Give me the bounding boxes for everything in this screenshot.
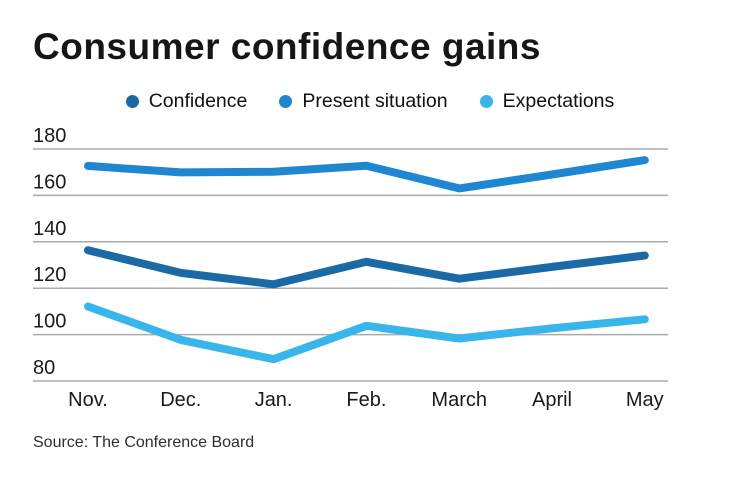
x-tick-label-feb: Feb. bbox=[346, 389, 386, 411]
legend-item-expectations: Expectations bbox=[479, 90, 615, 113]
legend-label-confidence: Confidence bbox=[148, 90, 248, 112]
chart-legend: Confidence Present situation Expectation… bbox=[0, 90, 740, 113]
page-title: Consumer confidence gains bbox=[33, 26, 541, 67]
series-line-expectations bbox=[84, 302, 649, 364]
legend-item-present-situation: Present situation bbox=[279, 90, 448, 113]
x-tick-label-may: May bbox=[626, 389, 664, 411]
expectations-dot-icon bbox=[479, 95, 493, 108]
legend-label-present-situation: Present situation bbox=[302, 90, 448, 112]
source-note: Source: The Conference Board bbox=[33, 434, 255, 451]
x-tick-label-march: March bbox=[431, 389, 487, 411]
x-tick-label-dec: Dec. bbox=[160, 389, 201, 411]
present-situation-dot-icon bbox=[279, 95, 293, 108]
x-tick-label-jan: Jan. bbox=[255, 389, 293, 411]
y-tick-label-140: 140 bbox=[33, 218, 66, 240]
legend-label-expectations: Expectations bbox=[502, 90, 615, 112]
legend-item-confidence: Confidence bbox=[125, 90, 248, 113]
series-line-confidence bbox=[84, 246, 649, 289]
series-line-present-situation bbox=[84, 156, 649, 193]
x-tick-label-nov: Nov. bbox=[68, 389, 108, 411]
y-tick-label-180: 180 bbox=[33, 125, 66, 147]
y-tick-label-80: 80 bbox=[33, 357, 55, 379]
x-tick-label-april: April bbox=[532, 389, 572, 411]
y-tick-label-160: 160 bbox=[33, 171, 66, 193]
y-tick-label-120: 120 bbox=[33, 264, 66, 286]
confidence-dot-icon bbox=[125, 95, 139, 108]
y-tick-label-100: 100 bbox=[33, 311, 66, 333]
